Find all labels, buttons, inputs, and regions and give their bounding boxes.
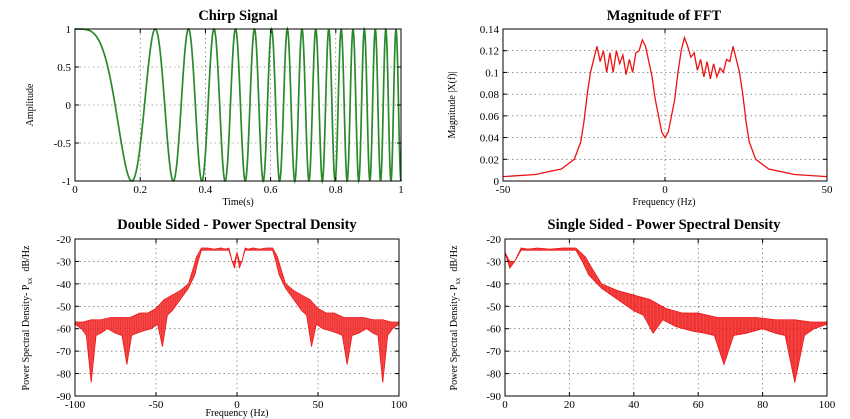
fft-ylabel: Magnitude |X(f)| xyxy=(447,71,458,138)
fft-magnitude-chart: Magnitude of FFT Frequency (Hz) Magnitud… xyxy=(447,8,833,208)
dpsd-ytick-label-3: -50 xyxy=(56,301,71,313)
fft-ytick-label-1: 0.12 xyxy=(480,46,499,58)
spsd-ytick-label-5: -70 xyxy=(486,346,501,358)
spsd-xtick-label-3: 60 xyxy=(693,399,705,411)
double-sided-psd-chart: Double Sided - Power Spectral Density Fr… xyxy=(21,217,408,419)
spsd-ytick-label-3: -50 xyxy=(486,301,501,313)
dpsd-xtick-label-1: -50 xyxy=(149,399,164,411)
spsd-ylabel: Power Spectral Density- PxxdB/Hz xyxy=(449,245,462,390)
chirp-xtick-label-2: 0.4 xyxy=(199,184,213,196)
dpsd-ytick-label-2: -40 xyxy=(56,279,71,291)
dpsd-xtick-label-3: 50 xyxy=(313,399,325,411)
spsd-xtick-label-2: 40 xyxy=(628,399,640,411)
dpsd-title: Double Sided - Power Spectral Density xyxy=(117,217,357,233)
chirp-signal-chart: Chirp Signal Time(s) Amplitude 0 0.2 0.4 0.… xyxy=(25,8,404,208)
dpsd-xlabel: Frequency (Hz) xyxy=(205,408,268,419)
fft-xtick-label-1: 0 xyxy=(662,184,668,196)
dpsd-xtick-label-2: 0 xyxy=(234,399,240,411)
spsd-plot-frame xyxy=(504,238,828,397)
dpsd-ylabel: Power Spectral Density- PxxdB/Hz xyxy=(21,245,34,390)
spsd-ytick-label-2: -40 xyxy=(486,279,501,291)
fft-xtick-label-0: -50 xyxy=(496,184,511,196)
chirp-xlabel: Time(s) xyxy=(222,197,253,208)
spsd-title: Single Sided - Power Spectral Density xyxy=(548,217,782,233)
fft-ytick-label-2: 0.1 xyxy=(485,67,499,79)
fft-series-line xyxy=(502,35,828,178)
fft-xlabel: Frequency (Hz) xyxy=(632,197,695,208)
fft-xtick-label-2: 50 xyxy=(822,184,834,196)
dpsd-xtick-label-0: -100 xyxy=(65,399,86,411)
dpsd-series-area xyxy=(74,247,400,383)
chirp-series-line xyxy=(75,26,402,185)
fft-ytick-label-7: 0 xyxy=(494,176,500,188)
dpsd-xtick-label-4: 100 xyxy=(391,399,408,411)
fft-ytick-label-4: 0.06 xyxy=(480,111,500,123)
chirp-ytick-label-1: 0.5 xyxy=(57,62,71,74)
dpsd-ytick-label-7: -90 xyxy=(56,391,71,403)
dpsd-ytick-label-1: -30 xyxy=(56,256,71,268)
chirp-ytick-label-4: -1 xyxy=(62,176,71,188)
spsd-xtick-label-1: 20 xyxy=(564,399,576,411)
spsd-xtick-label-5: 100 xyxy=(819,399,836,411)
spsd-series-area xyxy=(504,247,828,383)
chirp-xtick-label-4: 0.8 xyxy=(329,184,343,196)
dpsd-ytick-label-5: -70 xyxy=(56,346,71,358)
dpsd-ytick-label-6: -80 xyxy=(56,369,71,381)
chirp-ytick-label-3: -0.5 xyxy=(54,138,72,150)
spsd-xtick-label-4: 80 xyxy=(757,399,769,411)
fft-ytick-label-3: 0.08 xyxy=(480,89,500,101)
chirp-xtick-label-0: 0 xyxy=(72,184,78,196)
spsd-xtick-label-0: 0 xyxy=(502,399,508,411)
chirp-xtick-label-5: 1 xyxy=(398,184,404,196)
spsd-ytick-label-6: -80 xyxy=(486,369,501,381)
fft-ytick-label-0: 0.14 xyxy=(480,24,500,36)
chirp-ytick-label-0: 1 xyxy=(66,24,72,36)
chirp-ylabel: Amplitude xyxy=(25,83,36,126)
chirp-xtick-label-3: 0.6 xyxy=(264,184,278,196)
fft-ytick-label-6: 0.02 xyxy=(480,154,499,166)
spsd-ytick-label-7: -90 xyxy=(486,391,501,403)
dpsd-ytick-label-4: -60 xyxy=(56,324,71,336)
chirp-ytick-label-2: 0 xyxy=(66,100,72,112)
fft-title: Magnitude of FFT xyxy=(607,8,722,24)
single-sided-psd-chart: Single Sided - Power Spectral Density Po… xyxy=(449,217,836,411)
chirp-title: Chirp Signal xyxy=(198,8,277,24)
spsd-ytick-label-1: -30 xyxy=(486,256,501,268)
chirp-xtick-label-1: 0.2 xyxy=(133,184,147,196)
spsd-ytick-label-0: -20 xyxy=(486,234,501,246)
dpsd-ytick-label-0: -20 xyxy=(56,234,71,246)
spsd-ytick-label-4: -60 xyxy=(486,324,501,336)
fft-ytick-label-5: 0.04 xyxy=(480,133,500,145)
